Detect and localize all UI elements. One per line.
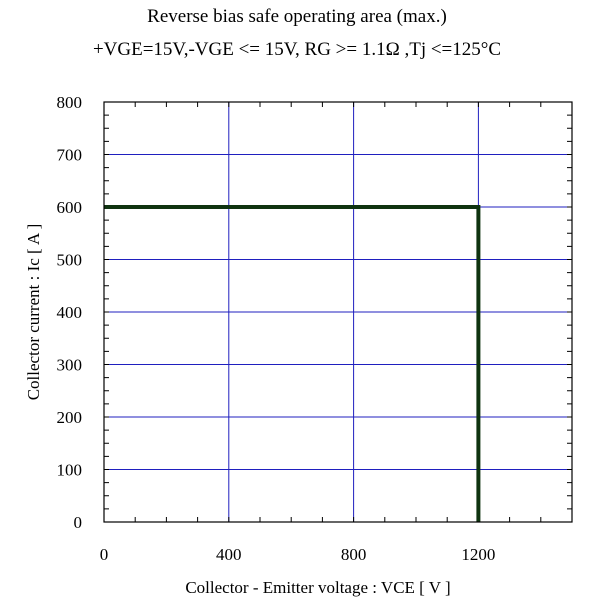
y-tick-label: 500 [57,251,83,270]
y-tick-label: 700 [57,146,83,165]
chart-subtitle: +VGE=15V,-VGE <= 15V, RG >= 1.1Ω ,Tj <=1… [92,39,502,60]
y-tick-label: 100 [57,461,83,480]
x-tick-label: 400 [216,545,242,564]
y-tick-label: 300 [57,356,83,375]
x-axis-label: Collector - Emitter voltage : VCE [ V ] [185,578,450,597]
y-tick-label: 400 [57,303,83,322]
x-tick-label: 0 [100,545,109,564]
y-tick-label: 600 [57,198,83,217]
x-tick-labels: 0 400 800 1200 [100,545,496,564]
y-tick-labels: 0 100 200 300 400 500 600 700 800 [57,93,83,532]
grid-lines [104,102,572,522]
series-layer [104,205,481,522]
y-axis-label: Collector current : Ic [ A ] [24,224,43,401]
chart-title: Reverse bias safe operating area (max.) [147,6,447,27]
y-tick-label: 200 [57,408,83,427]
series-line-1 [104,205,481,522]
plot-frame [103,101,573,523]
x-tick-label: 800 [341,545,367,564]
y-tick-label: 800 [57,93,83,112]
x-tick-label: 1200 [461,545,495,564]
y-tick-label: 0 [74,513,83,532]
